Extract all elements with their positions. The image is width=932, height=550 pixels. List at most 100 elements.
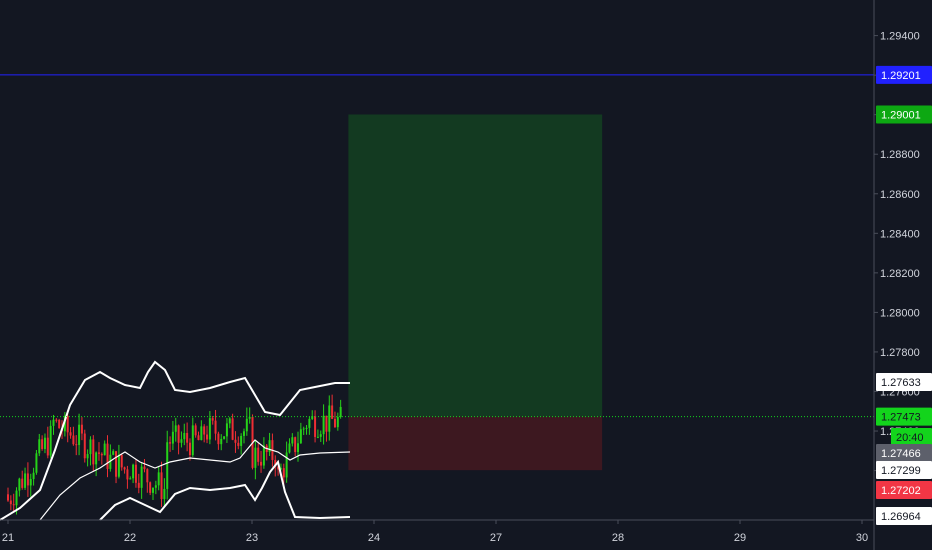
- badge-box: [876, 407, 932, 426]
- candle-body: [115, 451, 118, 477]
- candle-body: [21, 478, 24, 488]
- candle-body: [72, 435, 75, 445]
- candle-body: [191, 425, 194, 456]
- candle-body: [299, 429, 302, 444]
- time-tick-label: 28: [612, 532, 624, 544]
- candle-body: [58, 419, 61, 429]
- candle-body: [15, 490, 18, 506]
- candle-body: [7, 494, 9, 501]
- candle-body: [92, 439, 95, 465]
- candle-body: [197, 435, 200, 441]
- candle-body: [248, 416, 251, 419]
- candle-body: [106, 443, 109, 469]
- candle-body: [237, 442, 240, 446]
- time-tick-label: 23: [246, 532, 258, 544]
- candle-body: [26, 473, 29, 486]
- candle-body: [339, 406, 342, 418]
- candle-body: [149, 482, 152, 493]
- candle-body: [18, 478, 21, 491]
- candle-body: [262, 445, 265, 466]
- candle-body: [63, 415, 66, 432]
- candle-body: [35, 453, 38, 473]
- candle-body: [214, 420, 217, 434]
- candle-body: [166, 442, 169, 489]
- candle-body: [43, 437, 46, 449]
- badge-label: 1.29001: [881, 109, 921, 121]
- candle-body: [154, 485, 157, 488]
- badge-box: [876, 461, 932, 479]
- candle-body: [180, 439, 183, 443]
- candle-body: [95, 452, 98, 465]
- badge-box: [876, 105, 932, 124]
- candle-body: [234, 439, 237, 443]
- upper-band-line[interactable]: [0, 360, 350, 521]
- candle-body: [112, 451, 115, 455]
- candle-body: [331, 405, 334, 419]
- lower-band-line[interactable]: [99, 459, 351, 521]
- time-tick-label: 21: [2, 532, 14, 544]
- candle-body: [86, 454, 89, 459]
- candle-body: [152, 487, 155, 493]
- candle-body: [177, 425, 180, 443]
- candle-body: [282, 468, 285, 478]
- candle-body: [49, 425, 52, 456]
- stop-zone[interactable]: [348, 416, 603, 471]
- middle-band-line[interactable]: [39, 439, 351, 521]
- badge-label: 1.26964: [881, 511, 921, 523]
- candle-body: [174, 425, 177, 432]
- candle-body: [254, 447, 257, 468]
- candle-body: [129, 478, 132, 480]
- candle-body: [285, 452, 288, 478]
- plot-area[interactable]: [0, 74, 874, 521]
- candle-body: [328, 405, 331, 432]
- price-tick-label: 1.28600: [880, 189, 920, 201]
- candle-body: [80, 424, 83, 434]
- candle-body: [297, 443, 300, 453]
- candle-body: [240, 435, 243, 446]
- candle-body: [46, 437, 49, 456]
- candle-body: [55, 419, 58, 421]
- candle-body: [194, 425, 197, 436]
- time-tick-label: 22: [124, 532, 136, 544]
- time-axis[interactable]: 21 22 23 24 27 28 29 30: [2, 520, 868, 544]
- badge-label: 1.27473: [881, 412, 921, 424]
- candle-body: [225, 423, 228, 437]
- badge-box: [876, 444, 932, 462]
- badge-box: [876, 507, 932, 525]
- candle-body: [203, 426, 206, 435]
- candle-body: [228, 418, 231, 424]
- badge-label: 1.27633: [881, 377, 921, 389]
- candle-body: [200, 426, 203, 441]
- candle-body: [302, 428, 305, 430]
- candle-body: [291, 437, 294, 444]
- candle-body: [257, 447, 260, 462]
- price-badges: 1.29201 1.29001 1.27633 1.27473 20:40 1.27466…: [876, 65, 932, 525]
- candle-body: [97, 452, 100, 454]
- candle-body: [188, 442, 191, 456]
- candle-body: [160, 472, 163, 500]
- candle-body: [231, 418, 234, 440]
- price-badge-low: 1.26964: [876, 507, 932, 525]
- candle-body: [171, 431, 174, 444]
- price-tick-label: 1.28800: [880, 149, 920, 161]
- price-tick-label: 1.28200: [880, 268, 920, 280]
- price-badge-countdown: 20:40: [891, 428, 932, 446]
- badge-label: 1.27466: [881, 448, 921, 460]
- candle-body: [220, 438, 223, 445]
- candle-body: [41, 439, 44, 449]
- candle-body: [103, 443, 106, 456]
- candle-body: [322, 415, 325, 435]
- candle-body: [260, 461, 263, 466]
- badge-box: [876, 481, 932, 499]
- candle-body: [143, 466, 146, 470]
- candle-body: [132, 464, 135, 479]
- profit-zone[interactable]: [348, 114, 603, 417]
- price-badge-stop: 1.27202: [876, 481, 932, 499]
- candle-body: [140, 466, 143, 488]
- candle-body: [24, 473, 27, 488]
- candle-body: [100, 453, 103, 456]
- candle-body: [134, 464, 137, 483]
- candle-body: [66, 415, 69, 433]
- badge-label: 1.29201: [881, 70, 921, 82]
